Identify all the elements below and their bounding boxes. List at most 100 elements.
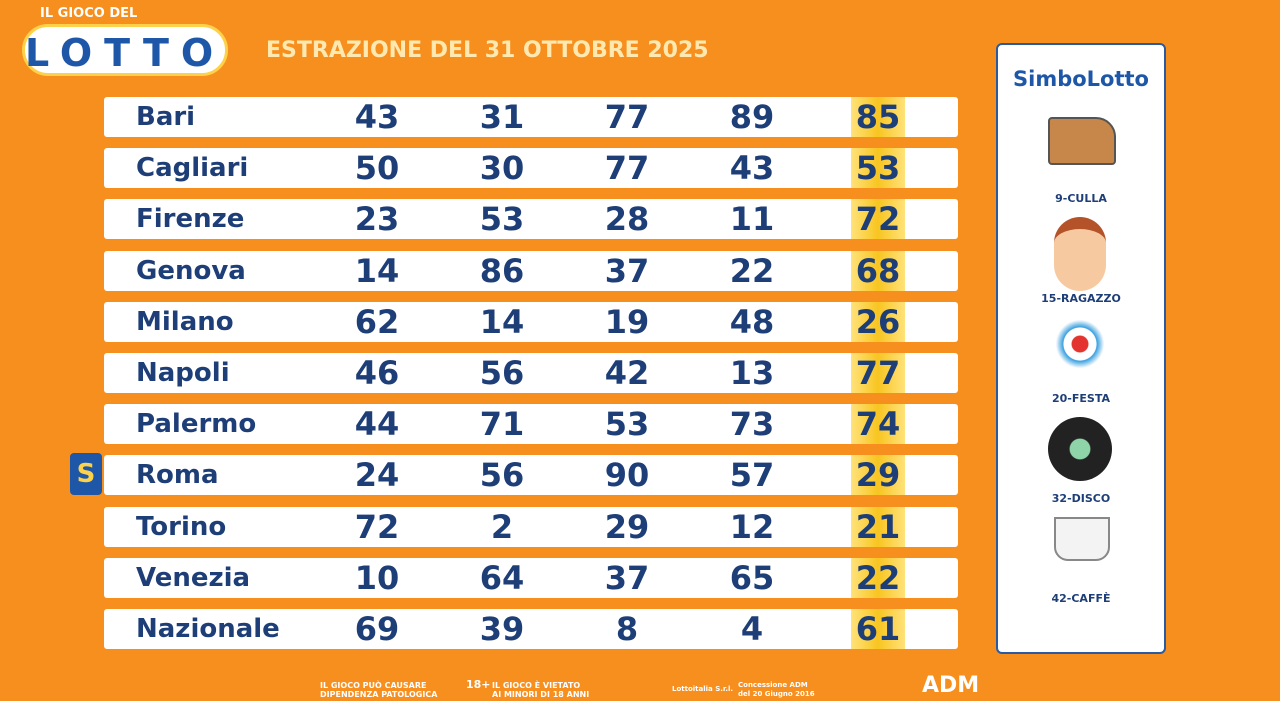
- drawn-number: 13: [729, 354, 775, 392]
- drawn-number: 22: [729, 251, 775, 290]
- drawn-number: 77: [604, 149, 650, 188]
- highlight-cell: [851, 609, 905, 649]
- highlight-cell: [851, 353, 905, 393]
- symbol-icon: [1054, 517, 1110, 561]
- drawn-number: 53: [604, 405, 650, 444]
- highlight-cell: [851, 301, 905, 342]
- highlight-cell: [851, 455, 905, 496]
- drawn-number: 89: [729, 98, 775, 136]
- highlight-cell: [851, 506, 905, 547]
- result-row: Torino 72 2 29 12 21: [104, 506, 958, 547]
- drawn-number: 19: [604, 302, 650, 341]
- result-row: Genova 14 86 37 22 68: [104, 250, 958, 291]
- symbol-label: 15-RAGAZZO: [1041, 292, 1121, 305]
- highlight-cell: [851, 250, 905, 291]
- city-name: Venezia: [136, 562, 251, 593]
- highlight-cell: [851, 557, 905, 598]
- result-row: Milano 62 14 19 48 26: [104, 301, 958, 342]
- symbol-icon: [1050, 317, 1110, 371]
- highlight-cell: [851, 199, 905, 240]
- drawn-number: 68: [855, 251, 901, 290]
- city-name: Firenze: [136, 204, 245, 235]
- city-name: Bari: [136, 102, 196, 132]
- symbol-label: 9-CULLA: [1055, 192, 1107, 205]
- drawn-number: 37: [604, 558, 650, 597]
- drawn-number: 53: [479, 200, 525, 239]
- city-name: Nazionale: [136, 614, 280, 644]
- city-name: Torino: [136, 511, 227, 542]
- symbol-label: 20-FESTA: [1052, 392, 1110, 405]
- drawn-number: 22: [855, 558, 901, 597]
- simbolotto-title: SimboLotto: [1013, 67, 1149, 91]
- result-row: Palermo 44 71 53 73 74: [104, 404, 958, 445]
- footer-adm: ADM: [922, 673, 980, 698]
- highlight-cell: [851, 404, 905, 445]
- drawn-number: 31: [479, 98, 525, 136]
- drawn-number: 53: [855, 149, 901, 188]
- city-name: Cagliari: [136, 153, 249, 184]
- result-row: Roma 24 56 90 57 29: [104, 455, 958, 496]
- result-row: Nazionale 69 39 8 4 61: [104, 609, 958, 649]
- simbolotto-marker: S: [70, 453, 102, 496]
- drawn-number: 14: [479, 302, 525, 341]
- footer-age: 18+: [466, 678, 491, 691]
- drawn-number: 39: [479, 610, 525, 648]
- drawn-number: 2: [490, 507, 514, 546]
- drawn-number: 56: [479, 354, 525, 392]
- drawn-number: 77: [855, 354, 901, 392]
- result-row: Napoli 46 56 42 13 77: [104, 353, 958, 393]
- city-name: Genova: [136, 255, 246, 286]
- drawn-number: 90: [604, 456, 650, 495]
- result-row: Venezia 10 64 37 65 22: [104, 557, 958, 598]
- drawn-number: 42: [604, 354, 650, 392]
- drawn-number: 29: [855, 456, 901, 495]
- result-row: Firenze 23 53 28 11 72: [104, 199, 958, 240]
- drawn-number: 61: [855, 610, 901, 648]
- simbolotto-panel: SimboLotto 9-CULLA 15-RAGAZZO 20-FESTA 32-D…: [996, 43, 1166, 654]
- footer-warning: IL GIOCO PUÒ CAUSARE DIPENDENZA PATOLOGI…: [320, 681, 438, 699]
- title: ESTRAZIONE DEL 31 OTTOBRE 2025: [266, 38, 709, 63]
- drawn-number: 46: [354, 354, 400, 392]
- drawn-number: 72: [354, 507, 400, 546]
- drawn-number: 28: [604, 200, 650, 239]
- drawn-number: 50: [354, 149, 400, 188]
- drawn-number: 62: [354, 302, 400, 341]
- symbol-icon: [1054, 217, 1106, 291]
- highlight-cell: [851, 97, 905, 137]
- drawn-number: 29: [604, 507, 650, 546]
- drawn-number: 74: [855, 405, 901, 444]
- drawn-number: 8: [615, 610, 639, 648]
- drawn-number: 26: [855, 302, 901, 341]
- symbol-label: 42-CAFFÈ: [1051, 592, 1111, 605]
- city-name: Milano: [136, 306, 234, 337]
- result-row: Cagliari 50 30 77 43 53: [104, 148, 958, 189]
- symbol-icon: [1048, 417, 1112, 481]
- drawn-number: 65: [729, 558, 775, 597]
- drawn-number: 71: [479, 405, 525, 444]
- city-name: Napoli: [136, 358, 230, 388]
- drawn-number: 24: [354, 456, 400, 495]
- drawn-number: 43: [729, 149, 775, 188]
- symbol-label: 32-DISCO: [1051, 492, 1111, 505]
- city-name: Palermo: [136, 409, 257, 440]
- highlight-cell: [851, 148, 905, 189]
- drawn-number: 11: [729, 200, 775, 239]
- drawn-number: 30: [479, 149, 525, 188]
- drawn-number: 64: [479, 558, 525, 597]
- drawn-number: 23: [354, 200, 400, 239]
- drawn-number: 37: [604, 251, 650, 290]
- drawn-number: 86: [479, 251, 525, 290]
- result-row: Bari 43 31 77 89 85: [104, 97, 958, 137]
- footer-concession: Concessione ADM del 20 Giugno 2016: [738, 681, 815, 698]
- footer-minors: IL GIOCO È VIETATO AI MINORI DI 18 ANNI: [492, 681, 590, 699]
- drawn-number: 44: [354, 405, 400, 444]
- drawn-number: 10: [354, 558, 400, 597]
- drawn-number: 85: [855, 98, 901, 136]
- city-name: Roma: [136, 460, 219, 491]
- logo: LOTTO: [22, 24, 228, 76]
- drawn-number: 43: [354, 98, 400, 136]
- drawn-number: 57: [729, 456, 775, 495]
- drawn-number: 77: [604, 98, 650, 136]
- drawn-number: 73: [729, 405, 775, 444]
